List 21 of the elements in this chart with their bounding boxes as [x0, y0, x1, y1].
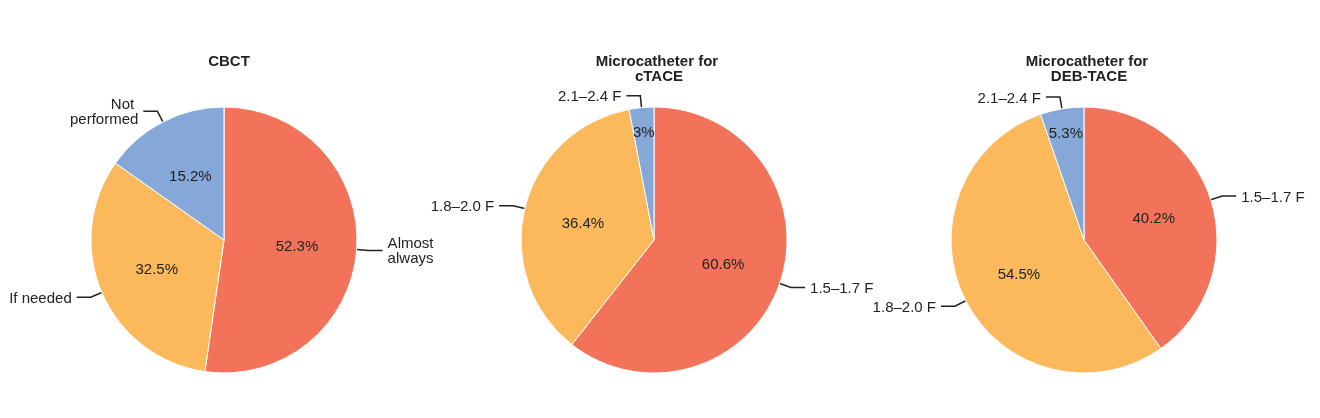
data-label: 5.3%: [1048, 123, 1084, 141]
data-label: 60.6%: [701, 255, 745, 273]
slice-label: Not performed: [69, 95, 139, 128]
chart-title: CBCT: [208, 52, 250, 69]
data-label: 36.4%: [561, 214, 605, 232]
data-label: 32.5%: [135, 260, 179, 278]
data-label: 3%: [632, 122, 655, 140]
slice-label: 1.8–2.0 F: [872, 297, 937, 315]
slice-label: 1.8–2.0 F: [430, 197, 495, 215]
data-label: 15.2%: [169, 166, 212, 184]
data-label: 40.2%: [1132, 209, 1175, 227]
chart-title: Microcatheter for DEB-TACE: [1025, 52, 1153, 84]
slice-label: If needed: [9, 288, 72, 306]
slice-label: 2.1–2.4 F: [557, 87, 622, 105]
data-label: 54.5%: [997, 264, 1041, 282]
slice-label: Almost always: [387, 234, 438, 267]
slice-label: 1.5–1.7 F: [810, 278, 874, 296]
chart-title: Microcatheter for cTACE: [595, 52, 723, 84]
data-label: 52.3%: [275, 236, 319, 254]
slice-label: 2.1–2.4 F: [977, 88, 1041, 106]
slice-label: 1.5–1.7 F: [1241, 187, 1305, 205]
